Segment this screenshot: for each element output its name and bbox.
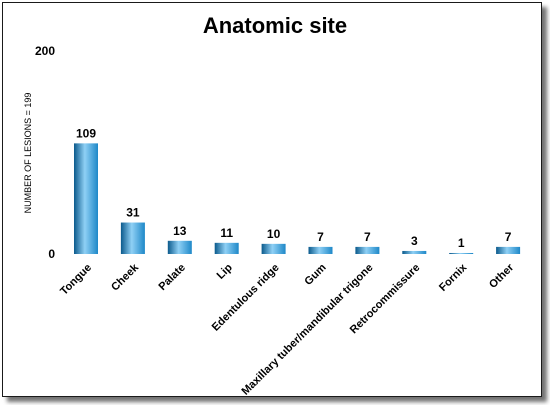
bar — [402, 250, 427, 254]
bar — [308, 246, 333, 254]
bar — [496, 246, 521, 254]
x-tick-label: Tongue — [58, 262, 94, 298]
data-label: 7 — [364, 230, 371, 244]
x-tick-label: Gum — [302, 261, 328, 287]
y-axis-label: NUMBER OF LESIONS = 199 — [23, 93, 33, 214]
data-label: 7 — [505, 230, 512, 244]
x-tick-label: Other — [487, 261, 517, 291]
data-label: 10 — [267, 227, 281, 241]
bar — [449, 252, 474, 254]
x-tick-label: Cheek — [109, 261, 141, 293]
data-label: 11 — [220, 226, 233, 240]
x-tick-label: Lip — [215, 261, 235, 281]
y-tick-label: 0 — [48, 247, 55, 261]
data-label: 13 — [173, 224, 187, 238]
y-tick-label: 200 — [35, 44, 55, 58]
x-tick-label: Fornix — [437, 261, 470, 294]
bar — [355, 246, 380, 254]
data-label: 31 — [126, 206, 140, 220]
chart-title: Anatomic site — [203, 13, 347, 38]
data-label: 109 — [76, 126, 96, 140]
bar — [167, 240, 192, 254]
x-tick-label: Palate — [157, 262, 188, 293]
bar — [261, 243, 286, 254]
data-label: 7 — [317, 230, 324, 244]
bar — [120, 222, 145, 254]
data-label: 3 — [411, 234, 418, 248]
bar — [214, 242, 239, 254]
bar — [74, 143, 98, 254]
data-label: 1 — [458, 236, 465, 250]
